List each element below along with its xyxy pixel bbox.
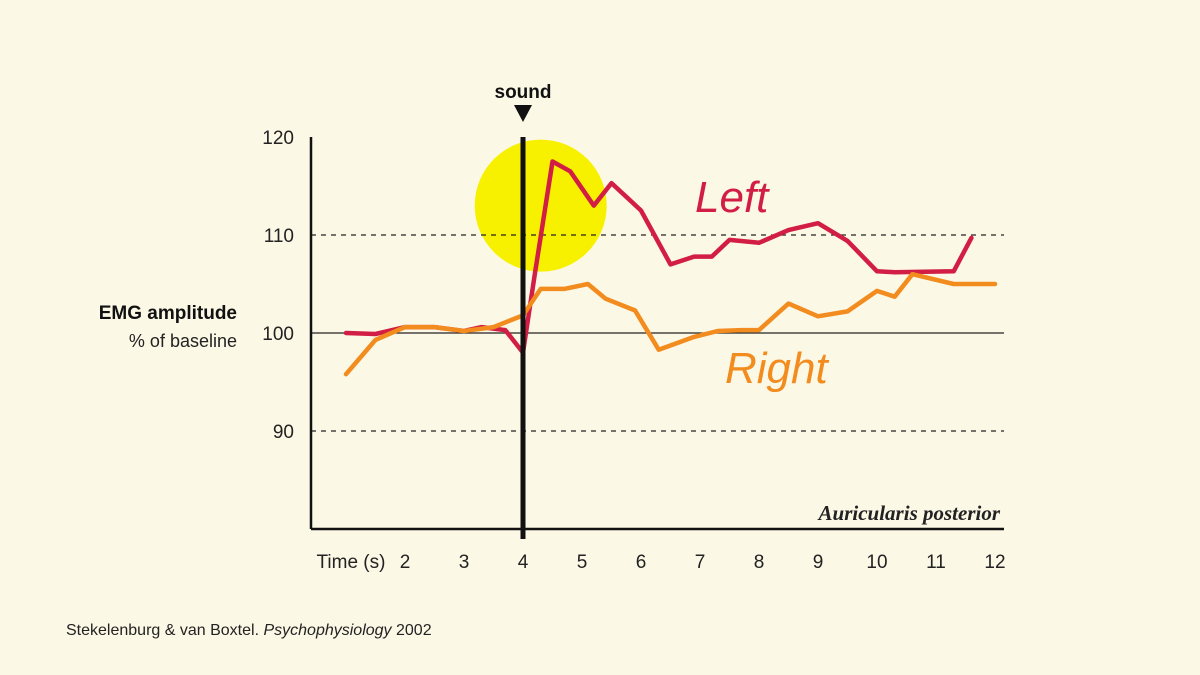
source-journal: Psychophysiology bbox=[263, 622, 392, 639]
x-tick-label: 8 bbox=[754, 552, 765, 573]
y-axis-sublabel: % of baseline bbox=[128, 331, 237, 351]
source-year: 2002 bbox=[396, 622, 432, 639]
x-tick-label: 10 bbox=[866, 552, 887, 573]
series-line-left bbox=[343, 159, 974, 355]
x-tick-label: 7 bbox=[695, 552, 706, 573]
x-tick-label: 12 bbox=[984, 552, 1005, 573]
source-authors: Stekelenburg & van Boxtel. bbox=[66, 622, 260, 639]
y-tick-label: 110 bbox=[264, 226, 294, 247]
source-citation: Stekelenburg & van Boxtel. Psychophysiol… bbox=[66, 622, 432, 640]
muscle-label: Auricularis posterior bbox=[817, 501, 1001, 525]
x-tick-label: 9 bbox=[813, 552, 824, 573]
highlight-circle bbox=[474, 139, 607, 272]
series-line-right bbox=[343, 271, 998, 377]
series-label-left: Left bbox=[695, 173, 770, 222]
y-tick-label: 100 bbox=[262, 324, 294, 345]
x-tick-label: 2 bbox=[400, 552, 411, 573]
x-tick-label: 11 bbox=[926, 552, 946, 573]
x-tick-label: 5 bbox=[577, 552, 588, 573]
series-label-right: Right bbox=[725, 344, 829, 393]
y-tick-label: 120 bbox=[262, 128, 294, 149]
x-tick-label: Time (s) bbox=[317, 552, 386, 573]
event-marker-label: sound bbox=[495, 82, 552, 103]
x-tick-label: 6 bbox=[636, 552, 647, 573]
y-axis-label: EMG amplitude bbox=[98, 303, 237, 324]
x-tick-label: 4 bbox=[518, 552, 529, 573]
x-tick-label: 3 bbox=[459, 552, 470, 573]
y-tick-label: 90 bbox=[273, 422, 294, 443]
event-marker-arrow-icon bbox=[514, 105, 532, 122]
